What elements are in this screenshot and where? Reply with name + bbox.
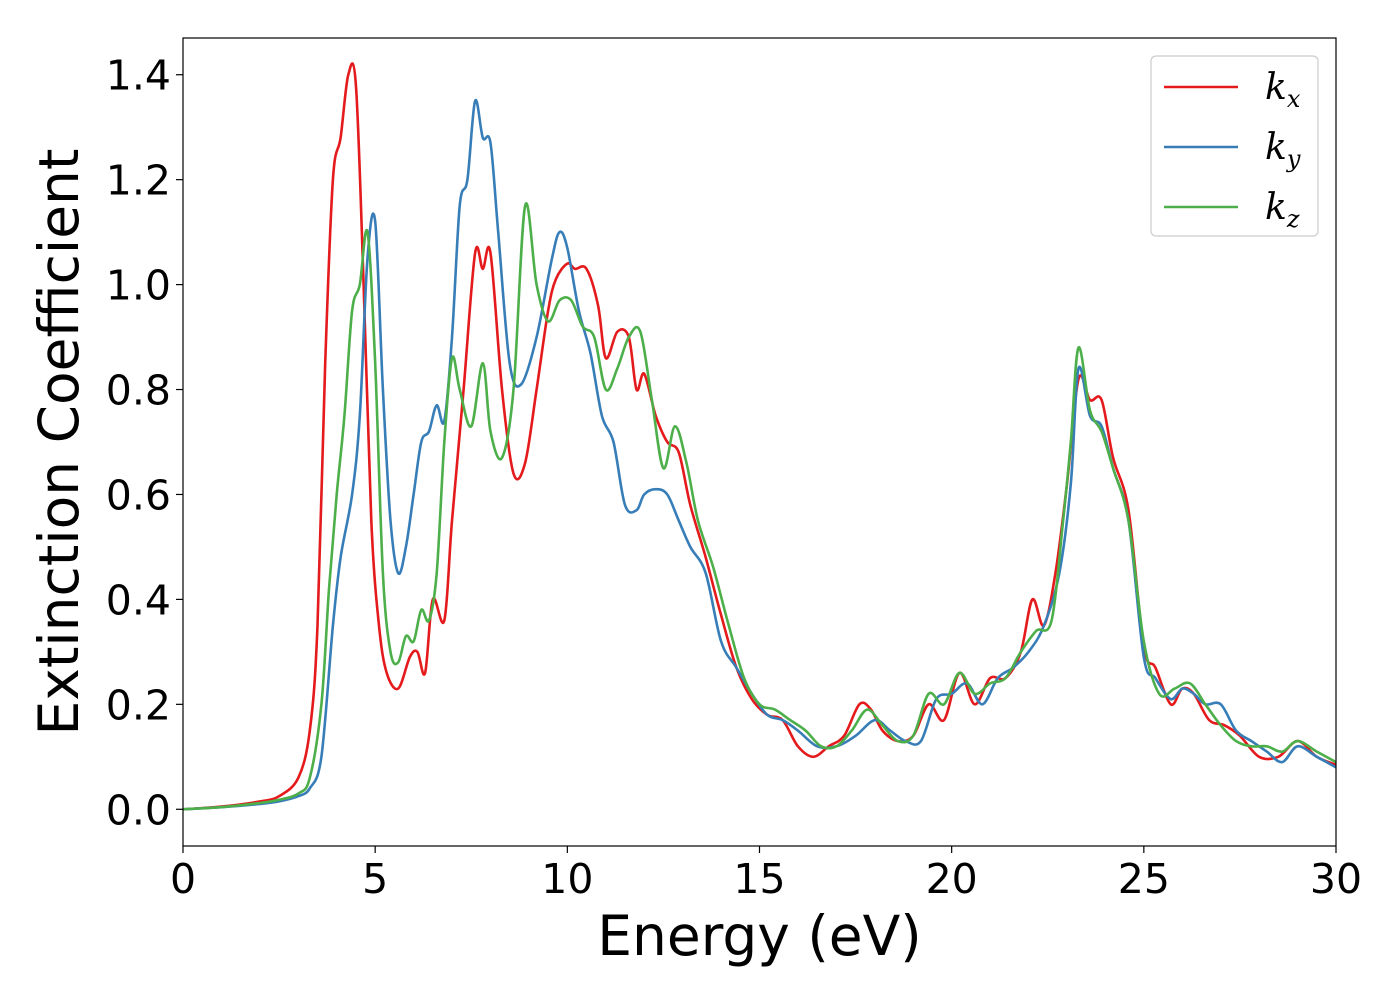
x-tick-label: 5 — [362, 855, 388, 903]
y-tick-label: 0.4 — [106, 576, 171, 624]
y-axis-ticks: 0.0 0.2 0.4 0.6 0.8 1.0 1.2 1.4 — [106, 52, 183, 834]
x-tick-label: 0 — [170, 855, 196, 903]
series-line-kz — [183, 202, 1336, 811]
legend: kx ky kz — [1150, 55, 1319, 237]
y-tick-label: 0.8 — [106, 367, 171, 415]
legend-label-kx: kx — [1265, 67, 1301, 113]
y-tick-label: 1.0 — [106, 262, 171, 310]
x-tick-label: 20 — [926, 855, 978, 903]
x-tick-label: 25 — [1118, 855, 1170, 903]
x-tick-label: 10 — [541, 855, 593, 903]
series-layer — [183, 62, 1336, 811]
y-axis-title: Extinction Coefficient — [27, 149, 91, 736]
y-tick-label: 0.2 — [106, 681, 171, 729]
y-tick-label: 0.0 — [106, 786, 171, 834]
series-line-kx — [183, 62, 1336, 811]
x-axis-ticks: 0 5 10 15 20 25 30 — [170, 846, 1362, 903]
x-tick-label: 15 — [733, 855, 785, 903]
legend-label-ky: ky — [1265, 127, 1301, 173]
x-tick-label: 30 — [1310, 855, 1362, 903]
y-tick-label: 1.2 — [106, 157, 171, 205]
legend-label-kz: kz — [1265, 187, 1300, 233]
y-tick-label: 0.6 — [106, 471, 171, 519]
y-tick-label: 1.4 — [106, 52, 171, 100]
x-axis-title: Energy (eV) — [597, 904, 921, 968]
